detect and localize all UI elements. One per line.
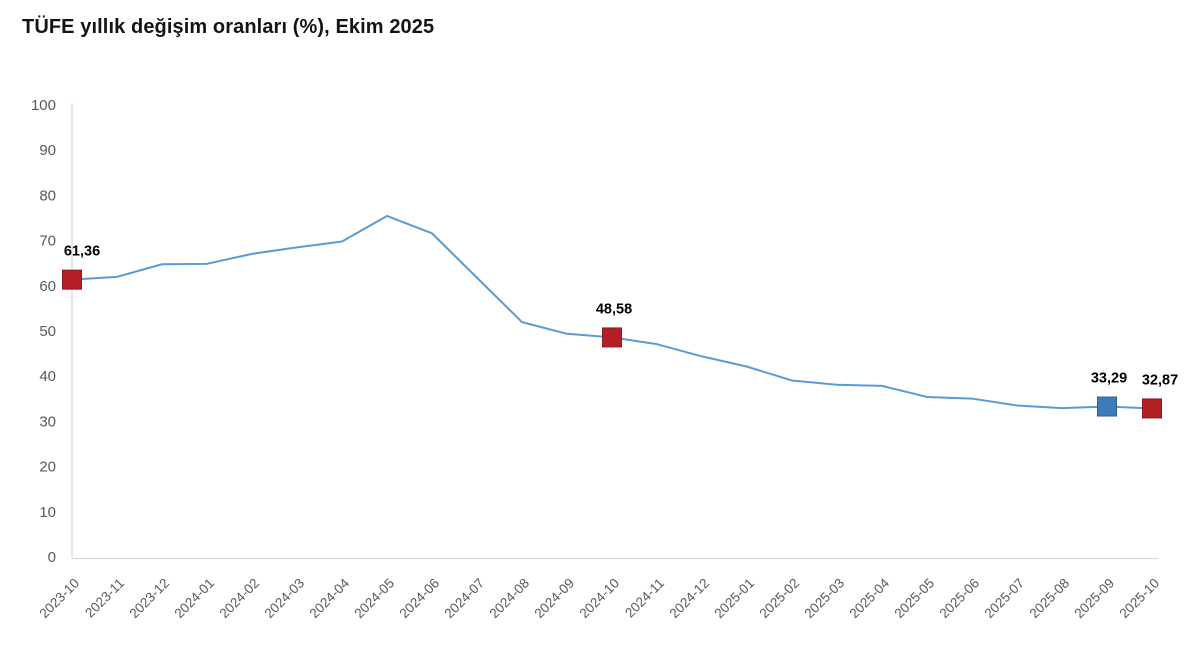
x-axis-tick-label: 2025-07: [981, 576, 1027, 622]
y-axis-tick-label: 10: [39, 504, 56, 521]
highlight-marker-2023-10[interactable]: [62, 269, 82, 290]
x-axis-tick-label: 2024-04: [306, 575, 352, 621]
x-axis-tick-label: 2024-09: [531, 576, 577, 622]
y-axis-tick-label: 30: [39, 413, 56, 430]
y-axis-tick-label: 50: [39, 323, 56, 340]
x-axis-tick-label: 2024-02: [216, 576, 262, 622]
x-axis-tick-label: 2023-12: [126, 576, 172, 622]
x-axis-tick-label: 2023-10: [36, 576, 82, 622]
y-axis-tick-label: 70: [39, 233, 56, 250]
point-value-label-2025-10: 32,87: [1142, 372, 1178, 388]
point-value-label-2024-10: 48,58: [596, 301, 632, 317]
y-axis-tick-label: 40: [39, 368, 56, 385]
y-axis-tick-label: 20: [39, 459, 56, 476]
x-axis-tick-label: 2025-10: [1116, 576, 1162, 622]
x-axis-tick-label: 2024-07: [441, 576, 487, 622]
highlight-marker-2024-10[interactable]: [602, 327, 622, 348]
y-axis-tick-label: 0: [48, 549, 56, 566]
x-axis-tick-label: 2025-08: [1026, 576, 1072, 622]
x-axis-tick-label: 2024-06: [396, 576, 442, 622]
x-axis-tick-label: 2025-03: [801, 576, 847, 622]
highlight-marker-2025-10[interactable]: [1142, 398, 1162, 419]
x-axis-tick-label: 2024-03: [261, 576, 307, 622]
x-axis-tick-label: 2024-01: [171, 576, 217, 622]
point-value-label-2025-09: 33,29: [1091, 371, 1127, 387]
y-axis-tick-label: 80: [39, 187, 56, 204]
y-axis-tick-label: 60: [39, 278, 56, 295]
x-axis-tick-label: 2025-04: [846, 575, 892, 621]
x-axis-tick-label: 2025-01: [711, 576, 757, 622]
highlight-marker-2025-09[interactable]: [1097, 396, 1117, 417]
x-axis-tick-label: 2024-08: [486, 576, 532, 622]
x-axis-tick-label: 2024-11: [622, 576, 667, 621]
y-axis-tick-label: 90: [39, 142, 56, 159]
x-axis-tick-label: 2024-05: [351, 576, 397, 622]
x-axis-tick-label: 2024-10: [576, 576, 622, 622]
x-axis-tick-label: 2025-05: [891, 576, 937, 622]
x-axis-tick-label: 2025-02: [756, 576, 802, 622]
x-axis-tick-label: 2024-12: [666, 576, 712, 622]
chart-title: TÜFE yıllık değişim oranları (%), Ekim 2…: [22, 16, 435, 38]
point-value-label-2023-10: 61,36: [64, 244, 100, 260]
x-axis-tick-label: 2025-06: [936, 576, 982, 622]
x-axis-tick-label: 2025-09: [1071, 576, 1117, 622]
y-axis-tick-label: 100: [31, 97, 56, 114]
x-axis-tick-label: 2023-11: [82, 576, 127, 621]
